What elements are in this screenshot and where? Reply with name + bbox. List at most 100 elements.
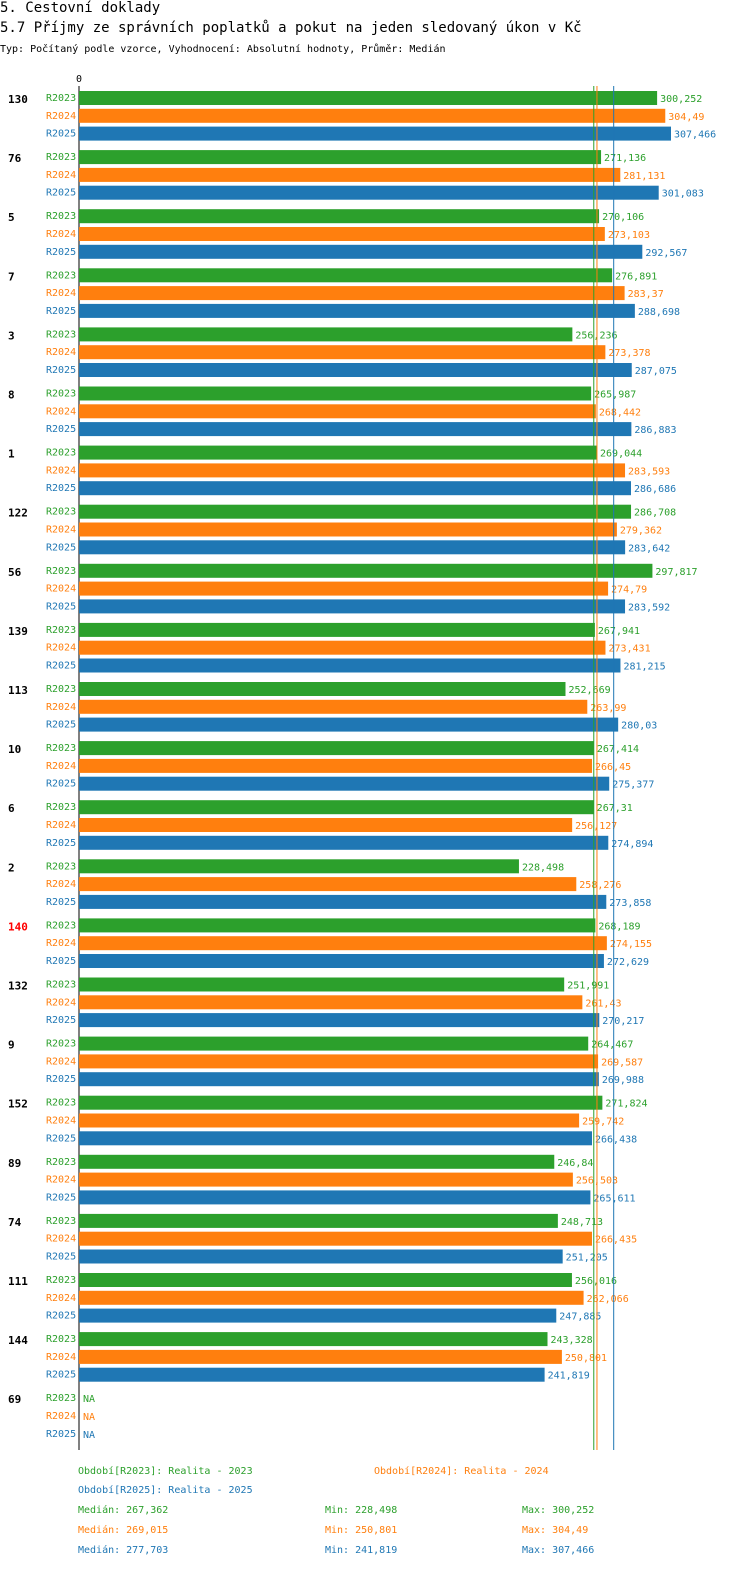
- bar: [79, 1190, 591, 1205]
- group-label: 7: [8, 270, 15, 283]
- value-label: 246,84: [557, 1158, 593, 1169]
- bar: [79, 522, 617, 537]
- series-label: R2025: [46, 129, 76, 140]
- bar: [79, 268, 613, 283]
- bar: [79, 327, 573, 342]
- series-label: R2025: [46, 306, 76, 317]
- series-label: R2025: [46, 365, 76, 376]
- series-label: R2024: [46, 879, 76, 890]
- value-label: 268,442: [599, 407, 641, 418]
- value-label: 267,941: [598, 626, 640, 637]
- value-label: 274,894: [611, 839, 653, 850]
- bar-chart: 0 130 R2023 300,252 R2024 304,49 R2025 307,466 7…: [8, 74, 716, 1450]
- bar: [79, 1095, 603, 1110]
- series-label: R2025: [46, 1429, 76, 1440]
- bar: [79, 126, 671, 141]
- series-label: R2024: [46, 584, 76, 595]
- bar: [79, 682, 566, 696]
- series-label: R2024: [46, 1175, 76, 1186]
- series-label: R2024: [46, 643, 76, 654]
- series-label: R2024: [46, 525, 76, 536]
- value-label: 256,127: [575, 821, 617, 832]
- group-label: 139: [8, 625, 28, 638]
- group-label: 113: [8, 684, 28, 697]
- value-label: 287,075: [635, 366, 677, 377]
- x-axis-zero-label: 0: [76, 74, 82, 85]
- group-label: 9: [8, 1039, 15, 1052]
- bar: [79, 1367, 545, 1382]
- legend-period-2025: Období[R2025]: Realita - 2025: [78, 1485, 253, 1496]
- series-label: R2024: [46, 111, 76, 122]
- bar: [79, 422, 632, 437]
- series-label: R2025: [46, 483, 76, 494]
- bar: [79, 386, 592, 401]
- series-label: R2024: [46, 406, 76, 417]
- group-label: 74: [8, 1216, 22, 1229]
- group-label: 122: [8, 507, 28, 520]
- legend-median-2025: Medián: 277,703: [78, 1545, 169, 1556]
- value-label: 251,205: [566, 1253, 608, 1264]
- series-label: R2024: [46, 938, 76, 949]
- series-label: R2025: [46, 1252, 76, 1263]
- bar: [79, 463, 626, 478]
- value-label: 279,362: [620, 526, 662, 537]
- group-label: 2: [8, 861, 15, 874]
- bar: [79, 540, 626, 555]
- series-label: R2024: [46, 1234, 76, 1245]
- bar: [79, 818, 573, 832]
- bar: [79, 504, 632, 519]
- value-label: 241,819: [548, 1371, 590, 1382]
- bar: [79, 758, 593, 773]
- bar: [79, 1249, 563, 1264]
- value-label: 259,742: [582, 1117, 624, 1128]
- series-label: R2025: [46, 956, 76, 967]
- legend-max-2025: Max: 307,466: [522, 1545, 595, 1556]
- legend-period-2024: Období[R2024]: Realita - 2024: [374, 1466, 549, 1477]
- series-label: R2023: [46, 270, 76, 281]
- bar: [79, 1013, 600, 1028]
- bar: [79, 1213, 558, 1228]
- value-label: 274,155: [610, 939, 652, 950]
- bar: [79, 581, 609, 596]
- value-label: 258,276: [579, 880, 621, 891]
- value-label: NA: [83, 1394, 95, 1405]
- bar: [79, 699, 588, 714]
- value-label: 270,106: [602, 212, 644, 223]
- value-label: 275,377: [612, 780, 654, 791]
- value-label: 270,217: [602, 1016, 644, 1027]
- chart-title: 5.7 Příjmy ze správních poplatků a pokut…: [0, 20, 582, 36]
- value-label: 272,629: [607, 957, 649, 968]
- series-label: R2024: [46, 702, 76, 713]
- series-label: R2023: [46, 1334, 76, 1345]
- bar: [79, 1273, 572, 1287]
- series-label: R2023: [46, 1275, 76, 1286]
- bar: [79, 167, 621, 182]
- bar: [79, 1231, 592, 1246]
- bar: [79, 150, 602, 165]
- group-label: 69: [8, 1393, 21, 1406]
- value-label: 281,215: [623, 662, 665, 673]
- legend-min-2023: Min: 228,498: [325, 1505, 398, 1516]
- value-label: NA: [83, 1412, 95, 1423]
- value-label: 286,708: [634, 508, 676, 519]
- value-label: 263,99: [590, 703, 626, 714]
- bar: [79, 1332, 548, 1347]
- value-label: 283,593: [628, 466, 670, 477]
- value-label: 269,587: [601, 1057, 643, 1068]
- bar: [79, 1290, 584, 1305]
- value-label: 271,824: [605, 1099, 647, 1110]
- series-label: R2024: [46, 170, 76, 181]
- value-label: 243,328: [551, 1335, 593, 1346]
- group-label: 140: [8, 920, 28, 933]
- series-label: R2023: [46, 861, 76, 872]
- series-label: R2025: [46, 1074, 76, 1085]
- legend-min-2025: Min: 241,819: [325, 1545, 398, 1556]
- bar: [79, 894, 607, 909]
- bar: [79, 1072, 599, 1087]
- group-label: 144: [8, 1334, 28, 1347]
- series-label: R2024: [46, 465, 76, 476]
- value-label: 273,378: [608, 348, 650, 359]
- value-label: 265,611: [593, 1193, 635, 1204]
- bar: [79, 741, 594, 756]
- value-label: 286,686: [634, 484, 676, 495]
